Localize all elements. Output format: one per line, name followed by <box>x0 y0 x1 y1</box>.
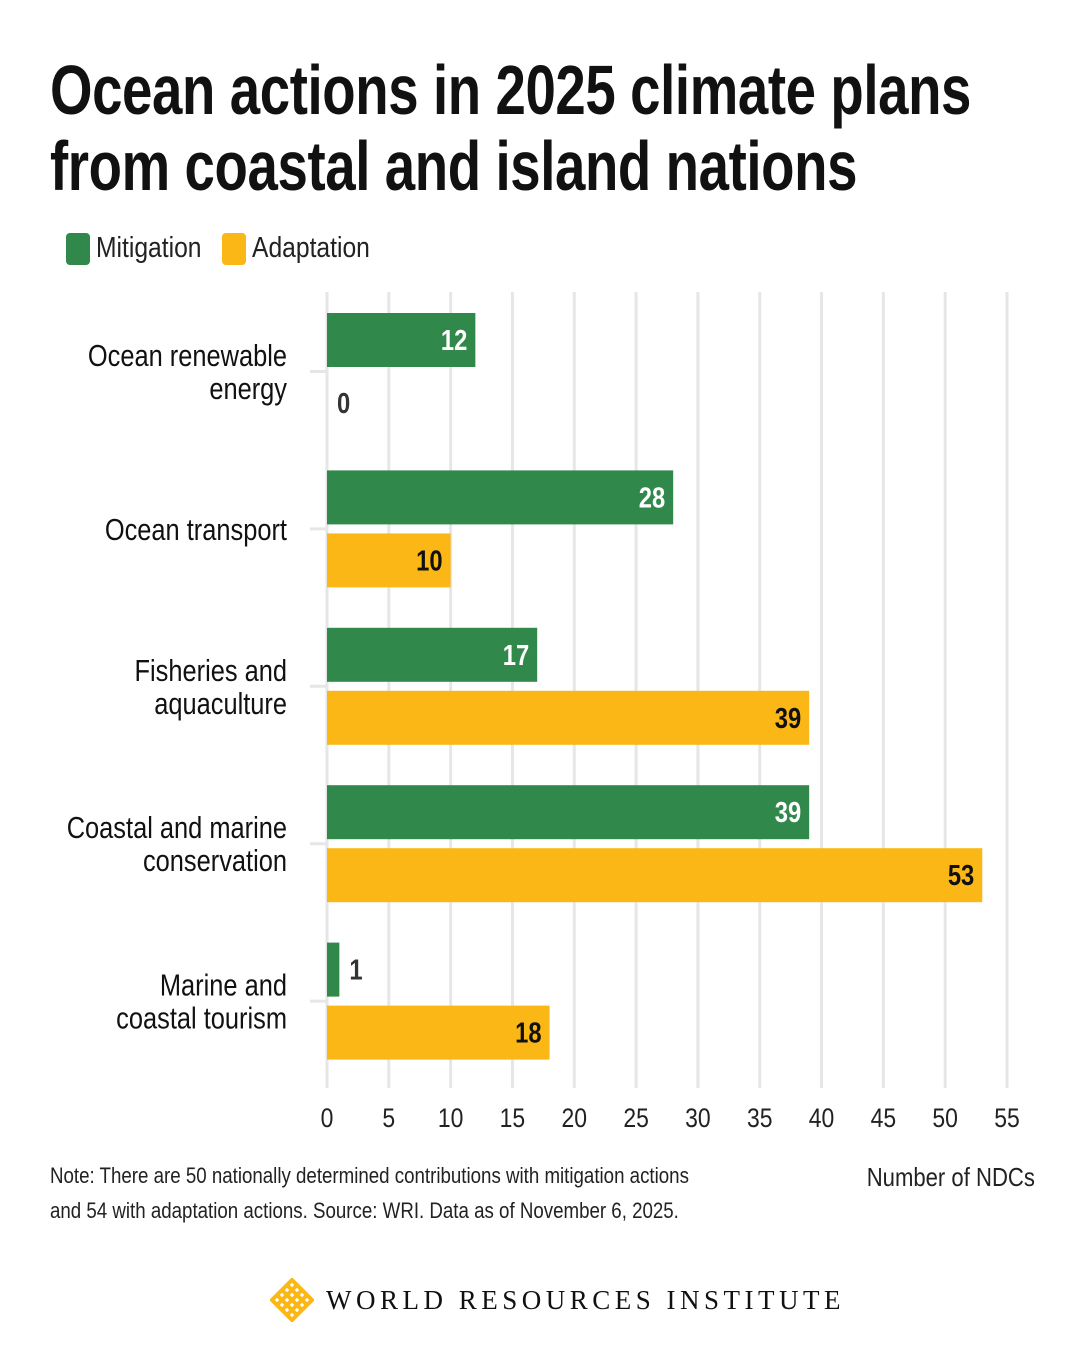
bar-adaptation <box>327 1005 550 1060</box>
x-tick-label: 30 <box>685 1103 711 1133</box>
category-label: coastal tourism <box>116 1001 287 1036</box>
chart-title: Ocean actions in 2025 climate plans from… <box>50 52 986 204</box>
bar-adaptation <box>327 848 983 903</box>
legend-item-mitigation: Mitigation <box>66 232 208 265</box>
category-label: Ocean renewable <box>88 339 287 374</box>
bar-mitigation <box>327 942 340 997</box>
wri-logo: WORLD RESOURCES INSTITUTE <box>270 1278 845 1322</box>
data-label: 18 <box>515 1016 541 1049</box>
category-label: Fisheries and <box>135 653 287 688</box>
data-label: 0 <box>337 387 350 420</box>
bar-mitigation <box>327 785 810 840</box>
x-tick-label: 55 <box>994 1103 1020 1133</box>
legend-swatch-adaptation <box>222 232 247 265</box>
category-label: Ocean transport <box>105 513 287 548</box>
data-label: 1 <box>349 953 362 986</box>
wri-logo-icon <box>270 1278 314 1322</box>
data-label: 12 <box>441 324 467 357</box>
bar-mitigation <box>327 627 538 682</box>
data-label: 39 <box>775 796 801 829</box>
legend-swatch-mitigation <box>66 232 90 265</box>
x-tick-label: 45 <box>871 1103 897 1133</box>
category-label: Coastal and marine <box>67 811 287 846</box>
data-label: 17 <box>503 639 529 672</box>
x-tick-label: 10 <box>438 1103 464 1133</box>
x-tick-label: 0 <box>321 1103 334 1133</box>
data-label: 39 <box>775 702 801 735</box>
data-label: 53 <box>948 859 974 892</box>
x-axis-label: Number of NDCs <box>866 1162 1035 1192</box>
bar-mitigation <box>327 313 476 367</box>
legend: Mitigation Adaptation <box>66 232 393 265</box>
x-tick-label: 40 <box>809 1103 835 1133</box>
bar-mitigation <box>327 470 674 525</box>
wri-logo-text: WORLD RESOURCES INSTITUTE <box>326 1284 845 1315</box>
x-tick-label: 20 <box>562 1103 588 1133</box>
x-tick-label: 35 <box>747 1103 773 1133</box>
x-tick-label: 25 <box>623 1103 649 1133</box>
bar-adaptation <box>327 690 810 745</box>
note: Note: There are 50 nationally determined… <box>50 1158 730 1228</box>
category-label: aquaculture <box>154 686 287 721</box>
data-label: 28 <box>639 481 665 514</box>
category-label: Marine and <box>160 968 287 1003</box>
category-label: conservation <box>143 844 287 879</box>
category-label: energy <box>209 372 287 407</box>
legend-label-adaptation: Adaptation <box>252 232 370 264</box>
bar-adaptation <box>327 533 451 588</box>
title-line-1: Ocean actions in 2025 climate plans <box>50 51 972 129</box>
legend-label-mitigation: Mitigation <box>96 232 202 264</box>
x-tick-label: 5 <box>382 1103 395 1133</box>
note-line-1: Note: There are 50 nationally determined… <box>50 1163 689 1188</box>
title-line-2: from coastal and island nations <box>50 127 858 205</box>
legend-item-adaptation: Adaptation <box>222 232 379 265</box>
data-label: 10 <box>416 544 442 577</box>
x-tick-label: 15 <box>500 1103 526 1133</box>
x-tick-label: 50 <box>932 1103 958 1133</box>
note-line-2: and 54 with adaptation actions. Source: … <box>50 1198 679 1223</box>
